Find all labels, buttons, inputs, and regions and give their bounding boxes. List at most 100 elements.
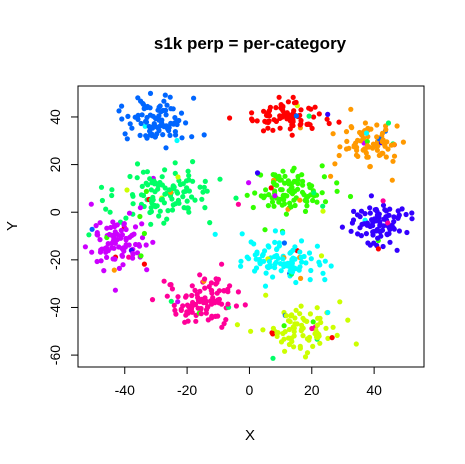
data-point — [310, 319, 316, 325]
data-point — [138, 253, 144, 259]
data-point — [169, 196, 175, 202]
data-point — [309, 325, 315, 332]
data-point — [278, 102, 284, 108]
data-point — [94, 258, 100, 265]
data-point — [147, 90, 154, 96]
data-point — [297, 197, 303, 203]
data-point — [370, 229, 377, 235]
data-point — [292, 202, 298, 209]
data-point — [298, 117, 304, 124]
data-point — [215, 276, 221, 282]
data-point — [167, 282, 173, 288]
data-point — [104, 225, 110, 231]
data-point — [286, 326, 292, 333]
data-point — [124, 187, 130, 193]
data-point — [278, 339, 285, 345]
data-point — [189, 292, 195, 299]
data-point — [318, 253, 325, 259]
data-point — [193, 318, 199, 324]
data-point — [300, 182, 306, 188]
data-point — [290, 94, 296, 100]
data-point — [280, 230, 286, 236]
data-point — [98, 247, 104, 253]
data-point — [201, 132, 207, 138]
data-point — [318, 319, 324, 326]
data-point — [144, 114, 150, 121]
data-point — [105, 248, 111, 254]
data-point — [291, 344, 297, 350]
data-point — [312, 104, 318, 110]
data-point — [148, 209, 154, 215]
data-point — [206, 284, 212, 290]
data-point — [275, 255, 281, 261]
data-point — [207, 220, 213, 226]
data-point — [290, 119, 296, 125]
data-point — [272, 228, 278, 234]
data-point — [289, 269, 296, 275]
data-point — [111, 245, 117, 251]
data-point — [336, 152, 342, 159]
data-point — [337, 299, 343, 305]
data-point — [103, 206, 109, 212]
data-point — [165, 126, 171, 132]
data-point — [135, 116, 141, 122]
data-point — [377, 223, 383, 229]
data-point — [404, 229, 410, 236]
data-point — [233, 195, 239, 201]
data-point — [185, 168, 191, 174]
data-point — [266, 109, 272, 115]
data-point — [114, 231, 121, 238]
data-point — [138, 120, 144, 127]
data-point — [116, 108, 122, 114]
data-point — [180, 181, 186, 187]
data-point — [238, 258, 244, 264]
data-point — [242, 302, 248, 308]
data-point — [234, 322, 240, 328]
data-point — [389, 177, 395, 183]
data-point — [162, 92, 168, 98]
data-point — [171, 120, 177, 126]
data-point — [252, 190, 258, 196]
data-point — [266, 259, 272, 265]
data-point — [357, 129, 363, 136]
y-tick-label: -40 — [47, 297, 63, 317]
data-point — [314, 199, 320, 205]
data-point — [183, 294, 189, 300]
data-point — [354, 147, 360, 153]
data-point — [369, 222, 375, 228]
data-point — [287, 200, 293, 206]
data-point — [348, 228, 354, 234]
data-point — [285, 178, 291, 184]
data-point — [307, 277, 313, 283]
data-point — [317, 262, 323, 268]
data-point — [197, 184, 203, 190]
data-point — [94, 230, 100, 236]
data-point — [210, 295, 216, 301]
data-point — [263, 119, 269, 125]
data-point — [93, 223, 99, 229]
data-point — [109, 187, 115, 193]
data-point — [118, 235, 124, 241]
data-point — [400, 139, 406, 145]
data-point — [124, 136, 130, 142]
data-point — [391, 226, 397, 232]
data-point — [388, 142, 394, 148]
data-point — [227, 283, 233, 289]
data-point — [202, 205, 208, 211]
data-point — [265, 203, 271, 209]
data-point — [216, 288, 222, 294]
data-point — [109, 192, 115, 199]
data-point — [163, 112, 169, 118]
data-point — [384, 231, 390, 237]
data-point — [257, 261, 263, 267]
data-point — [300, 178, 306, 184]
data-point — [148, 187, 154, 193]
data-point — [382, 207, 388, 213]
data-point — [289, 312, 295, 318]
data-point — [126, 254, 132, 260]
data-point — [137, 132, 143, 138]
data-point — [282, 173, 288, 179]
data-point — [379, 227, 386, 233]
data-point — [396, 228, 402, 234]
